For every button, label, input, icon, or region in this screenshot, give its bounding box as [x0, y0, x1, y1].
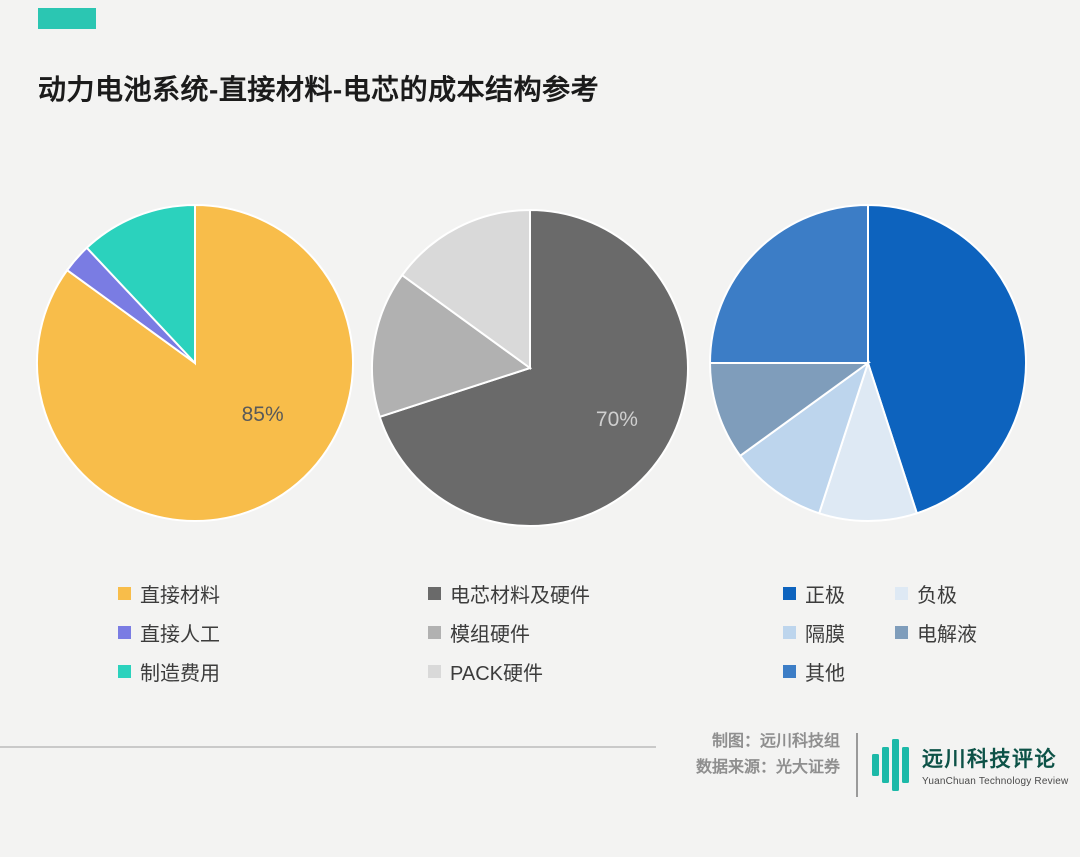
legend-item: 其他	[783, 652, 895, 691]
legend-swatch	[895, 626, 908, 639]
legend-item: 正极	[783, 574, 895, 613]
brand-bar	[882, 747, 889, 783]
pie-slice	[708, 362, 872, 458]
legend-label: 电芯材料及硬件	[450, 585, 590, 607]
brand-bar	[872, 754, 879, 776]
pie-chart-1: 85%	[34, 202, 356, 524]
brand-name-en: YuanChuan Technology Review	[922, 776, 1069, 787]
legend-swatch	[118, 626, 131, 639]
legend-swatch	[783, 665, 796, 678]
legend-swatch	[428, 665, 441, 678]
legend-pie1: 直接材料 直接人工 制造费用	[118, 574, 220, 691]
legend-label: 直接人工	[140, 624, 220, 646]
legend-label: 直接材料	[140, 585, 220, 607]
legend-item: 电芯材料及硬件	[428, 574, 590, 613]
pie2-data-label: 70%	[595, 407, 638, 431]
legend-swatch	[118, 665, 131, 678]
brand-bar	[892, 739, 899, 791]
pie-slice	[708, 203, 869, 364]
legend-label: 模组硬件	[450, 624, 530, 646]
brand-bars-icon	[872, 731, 912, 799]
pie-slice	[867, 203, 1028, 515]
legend-label: PACK硬件	[450, 663, 543, 685]
brand-name: 远川科技评论	[922, 748, 1057, 771]
pie-slice	[400, 208, 531, 370]
legend-swatch	[895, 587, 908, 600]
accent-bar	[38, 8, 96, 29]
legend-swatch	[783, 626, 796, 639]
legend-item: 制造费用	[118, 652, 220, 691]
legend-item: 隔膜	[783, 613, 895, 652]
page-title: 动力电池系统-直接材料-电芯的成本结构参考	[38, 74, 600, 105]
legend-swatch	[428, 626, 441, 639]
pie-slice	[738, 360, 870, 515]
footer-divider-line	[0, 746, 656, 748]
footer-credits: 制图：远川科技组 数据来源：光大证券	[620, 729, 840, 781]
legend-label: 制造费用	[140, 663, 220, 685]
pie-svg	[708, 203, 1028, 523]
pie-slice	[371, 273, 533, 419]
legend-swatch	[428, 587, 441, 600]
legend-label: 隔膜	[805, 624, 845, 646]
legend-item: 电解液	[895, 613, 977, 652]
pie-slice	[817, 359, 919, 523]
legend-item: 直接人工	[118, 613, 220, 652]
pie-svg	[371, 208, 689, 527]
legend-item: 模组硬件	[428, 613, 590, 652]
credit-maker: 制图：远川科技组	[711, 733, 840, 750]
brand-text: 远川科技评论 YuanChuan Technology Review	[922, 743, 1068, 787]
legend-item: 直接材料	[118, 574, 220, 613]
legend-label: 电解液	[917, 624, 977, 646]
legend-pie3: 正极 负极 隔膜 电解液 其他	[783, 574, 977, 691]
pie-svg	[36, 203, 354, 522]
footer-vertical-divider	[856, 733, 858, 797]
pie-slice	[378, 208, 689, 527]
legend-label: 其他	[805, 663, 845, 685]
credit-source: 数据来源：光大证券	[695, 759, 840, 776]
legend-pie2: 电芯材料及硬件 模组硬件 PACK硬件	[428, 574, 590, 691]
legend-swatch	[783, 587, 796, 600]
legend-label: 负极	[917, 585, 957, 607]
pie-chart-3	[707, 202, 1029, 524]
legend-swatch	[118, 587, 131, 600]
legend-item: 负极	[895, 574, 977, 613]
brand-logo: 远川科技评论 YuanChuan Technology Review	[872, 731, 1068, 799]
pie1-data-label: 85%	[241, 402, 284, 426]
legend-label: 正极	[805, 585, 845, 607]
pie-chart-2: 70%	[369, 207, 691, 529]
pie-slice	[85, 203, 196, 366]
legend-item: PACK硬件	[428, 652, 590, 691]
brand-bar	[902, 747, 909, 783]
